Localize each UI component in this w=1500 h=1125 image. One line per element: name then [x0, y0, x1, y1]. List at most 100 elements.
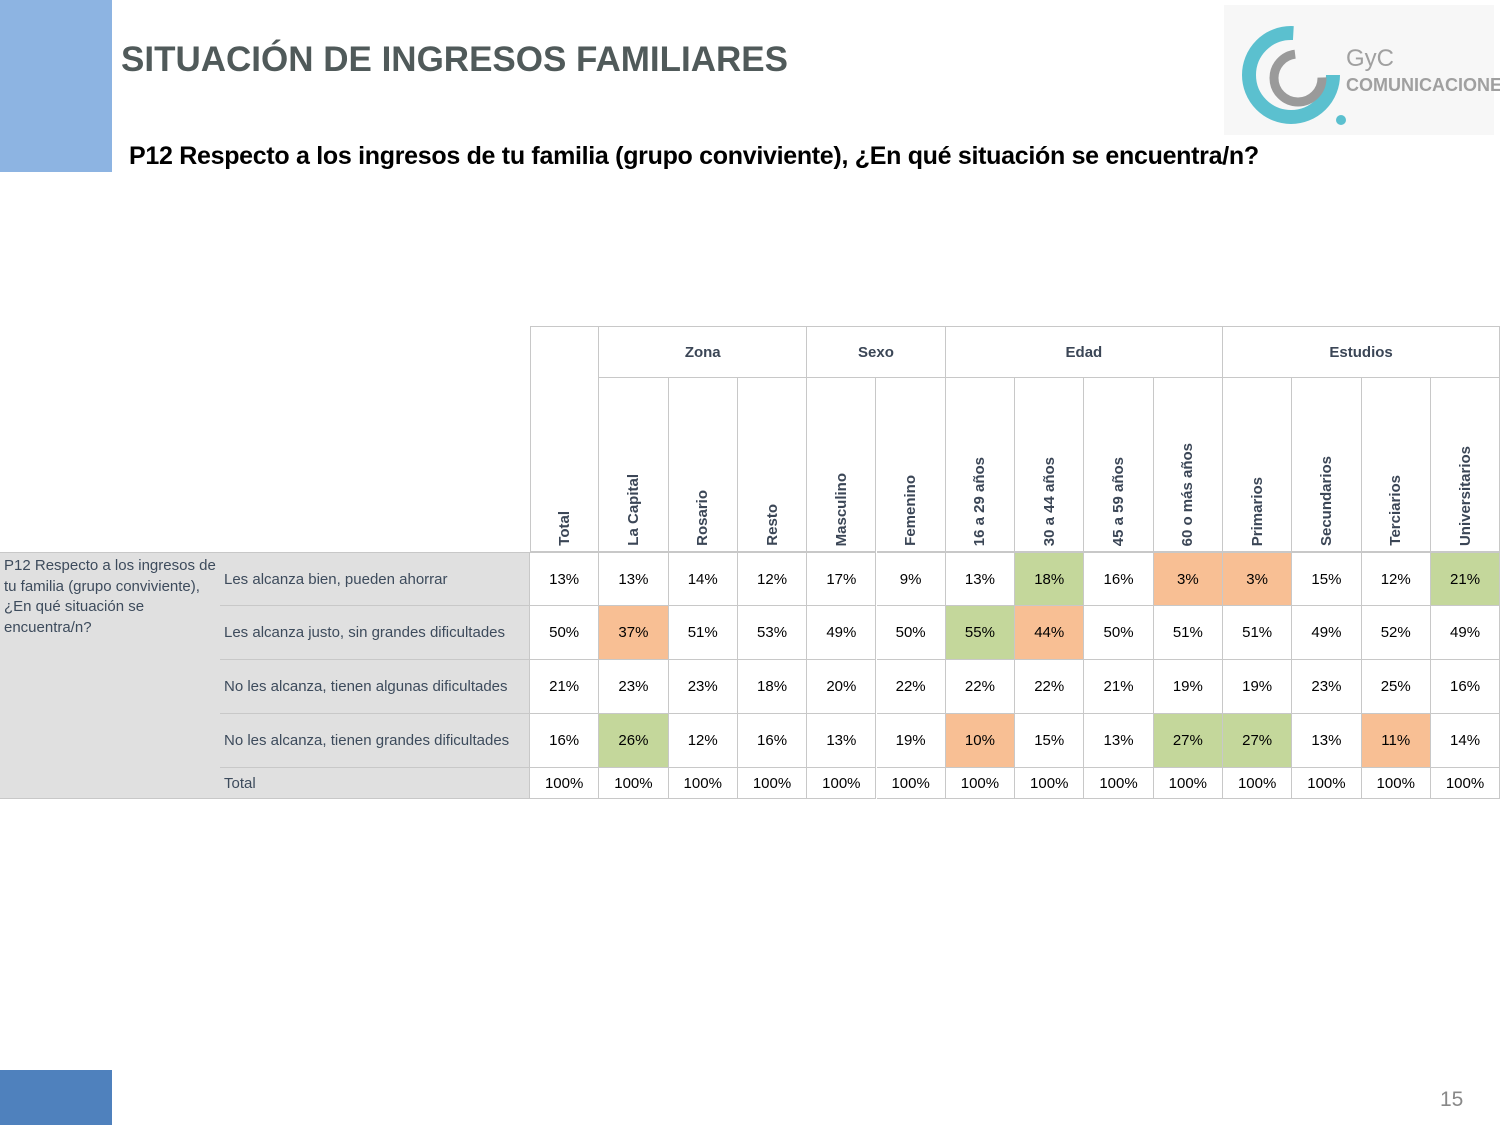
- data-cell: 53%: [737, 606, 808, 660]
- row-label: No les alcanza, tienen grandes dificulta…: [220, 714, 530, 768]
- data-cell: 18%: [737, 660, 808, 714]
- logo: GyC COMUNICACIONES: [1224, 5, 1500, 135]
- column-header: 45 a 59 años: [1084, 378, 1154, 552]
- column-header: Secundarios: [1292, 378, 1362, 552]
- column-label: Universitarios: [1456, 445, 1474, 546]
- total-cell: 100%: [876, 768, 946, 799]
- column-header: Total: [530, 326, 600, 552]
- column-header: La Capital: [599, 378, 669, 552]
- total-cell: 100%: [1361, 768, 1431, 799]
- column-label: Secundarios: [1317, 455, 1335, 546]
- column-label: Primarios: [1248, 476, 1266, 546]
- data-cell: 55%: [945, 606, 1016, 660]
- total-cell: 100%: [945, 768, 1016, 799]
- data-cell: 9%: [876, 552, 946, 606]
- column-label: Terciarios: [1387, 475, 1405, 546]
- data-cell: 13%: [807, 714, 877, 768]
- column-label: 60 o más años: [1179, 442, 1197, 546]
- row-label: Les alcanza bien, pueden ahorrar: [220, 552, 530, 606]
- data-cell: 13%: [530, 552, 600, 606]
- footer-bar: [0, 1070, 112, 1125]
- data-cell: 12%: [1361, 552, 1431, 606]
- data-cell: 16%: [737, 714, 808, 768]
- data-cell: 15%: [1292, 552, 1362, 606]
- data-cell: 13%: [1084, 714, 1154, 768]
- data-cell: 51%: [1223, 606, 1293, 660]
- total-cell: 100%: [668, 768, 738, 799]
- group-header: Edad: [945, 326, 1223, 378]
- data-cell: 17%: [807, 552, 877, 606]
- row-label: Total: [220, 768, 530, 799]
- column-header: Terciarios: [1361, 378, 1431, 552]
- data-cell: 27%: [1223, 714, 1293, 768]
- data-cell: 13%: [599, 552, 669, 606]
- data-cell: 23%: [1292, 660, 1362, 714]
- data-cell: 51%: [668, 606, 738, 660]
- column-header: Resto: [737, 378, 808, 552]
- data-cell: 49%: [1292, 606, 1362, 660]
- group-header: Sexo: [807, 326, 946, 378]
- column-label: Resto: [763, 504, 781, 546]
- column-label: Rosario: [694, 490, 712, 546]
- data-cell: 23%: [599, 660, 669, 714]
- total-cell: 100%: [1015, 768, 1085, 799]
- data-cell: 19%: [1223, 660, 1293, 714]
- data-cell: 16%: [1084, 552, 1154, 606]
- total-cell: 100%: [599, 768, 669, 799]
- data-cell: 50%: [530, 606, 600, 660]
- data-cell: 16%: [530, 714, 600, 768]
- data-cell: 49%: [807, 606, 877, 660]
- data-cell: 19%: [1153, 660, 1223, 714]
- total-cell: 100%: [1292, 768, 1362, 799]
- column-label: Femenino: [902, 475, 920, 546]
- total-cell: 100%: [1430, 768, 1500, 799]
- row-label: Les alcanza justo, sin grandes dificulta…: [220, 606, 530, 660]
- data-cell: 20%: [807, 660, 877, 714]
- data-cell: 49%: [1430, 606, 1500, 660]
- logo-brand: GyC: [1346, 45, 1394, 72]
- data-cell: 3%: [1223, 552, 1293, 606]
- group-header: Estudios: [1223, 326, 1500, 378]
- data-cell: 21%: [1084, 660, 1154, 714]
- column-label: La Capital: [624, 474, 642, 546]
- row-header: P12 Respecto a los ingresos de tu famili…: [0, 552, 220, 799]
- data-cell: 3%: [1153, 552, 1223, 606]
- column-header: Universitarios: [1430, 378, 1500, 552]
- data-cell: 22%: [945, 660, 1016, 714]
- data-cell: 13%: [945, 552, 1016, 606]
- logo-name: COMUNICACIONES: [1346, 75, 1500, 95]
- total-cell: 100%: [1153, 768, 1223, 799]
- group-header: Zona: [599, 326, 808, 378]
- slide-title: SITUACIÓN DE INGRESOS FAMILIARES: [121, 40, 788, 79]
- data-cell: 27%: [1153, 714, 1223, 768]
- data-cell: 10%: [945, 714, 1016, 768]
- data-cell: 21%: [530, 660, 600, 714]
- data-cell: 52%: [1361, 606, 1431, 660]
- data-cell: 14%: [668, 552, 738, 606]
- data-cell: 23%: [668, 660, 738, 714]
- column-label: 30 a 44 años: [1040, 456, 1058, 546]
- total-cell: 100%: [737, 768, 808, 799]
- data-cell: 11%: [1361, 714, 1431, 768]
- data-cell: 14%: [1430, 714, 1500, 768]
- data-cell: 37%: [599, 606, 669, 660]
- data-cell: 13%: [1292, 714, 1362, 768]
- data-cell: 44%: [1015, 606, 1085, 660]
- column-header: 60 o más años: [1153, 378, 1223, 552]
- total-cell: 100%: [530, 768, 600, 799]
- column-header: Femenino: [876, 378, 946, 552]
- column-header: Masculino: [807, 378, 877, 552]
- data-cell: 21%: [1430, 552, 1500, 606]
- data-cell: 15%: [1015, 714, 1085, 768]
- column-header: Primarios: [1223, 378, 1293, 552]
- logo-mark: [1242, 26, 1346, 125]
- data-cell: 50%: [1084, 606, 1154, 660]
- data-cell: 50%: [876, 606, 946, 660]
- column-label: Masculino: [832, 472, 850, 546]
- total-cell: 100%: [807, 768, 877, 799]
- data-cell: 51%: [1153, 606, 1223, 660]
- accent-bar: [0, 0, 112, 172]
- data-cell: 22%: [1015, 660, 1085, 714]
